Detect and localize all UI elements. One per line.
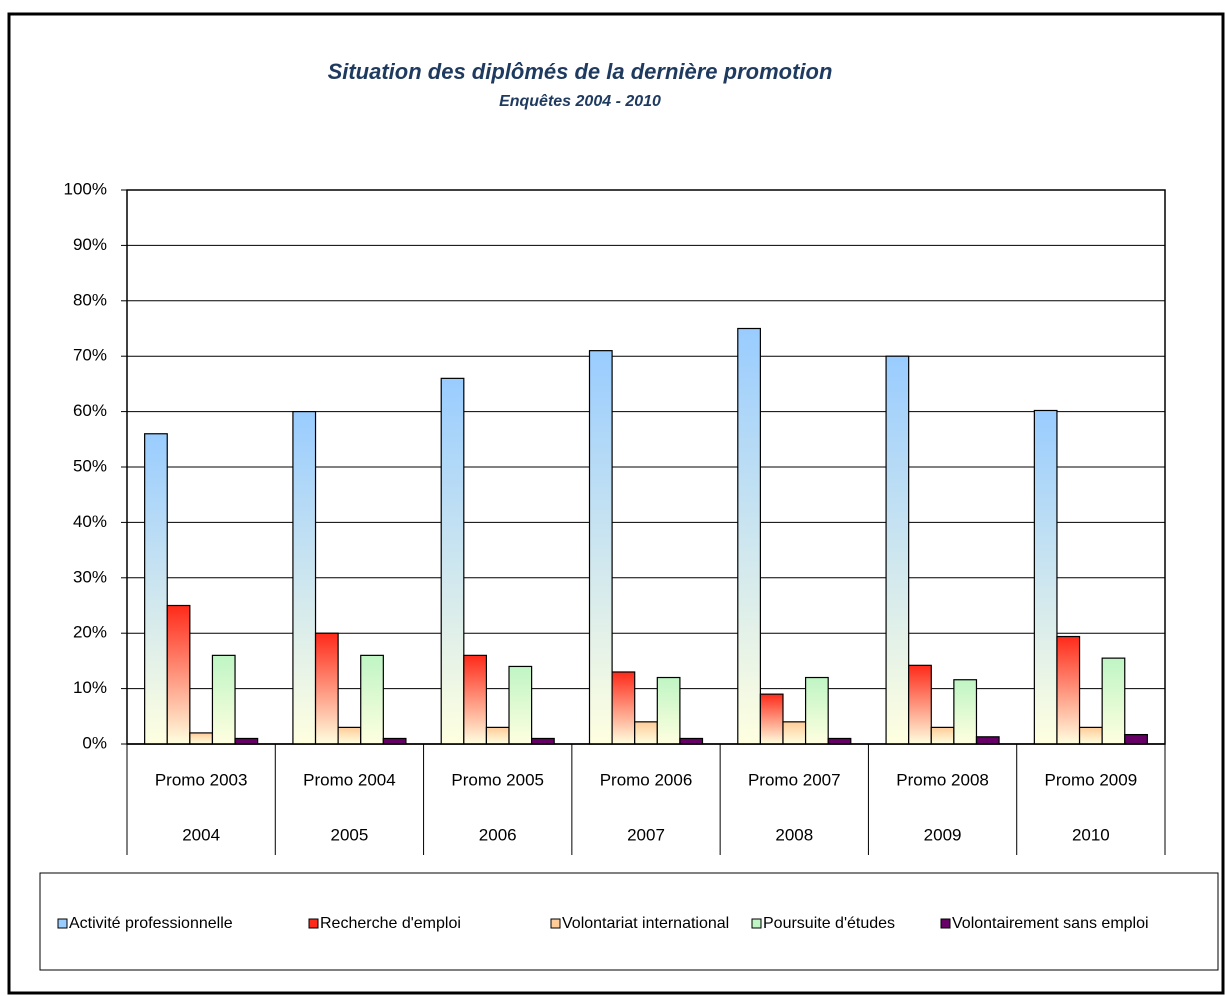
bar [440,377,465,745]
bar [634,721,658,745]
x-group-label: 2010 [1072,825,1110,844]
bar [1078,726,1103,745]
bar [166,604,191,745]
y-tick-label: 20% [73,623,107,642]
y-tick-label: 40% [73,512,107,531]
legend-swatch [550,918,561,929]
legend-swatch [940,918,951,929]
x-group-label: 2005 [331,825,369,844]
bar [1101,657,1126,745]
x-tick-label: Promo 2003 [155,770,248,789]
x-group-label: 2006 [479,825,517,844]
chart-subtitle: Enquêtes 2004 - 2010 [499,93,661,110]
bar [737,327,761,745]
bar [337,726,362,745]
legend-label: Volontariat international [562,915,729,932]
bar [314,632,339,745]
y-tick-label: 0% [82,733,107,752]
bar [292,411,317,745]
x-group-label: 2008 [775,825,813,844]
x-tick-label: Promo 2004 [303,770,396,789]
bar [656,676,681,745]
legend-label: Volontairement sans emploi [952,915,1149,932]
legend-label: Activité professionnelle [69,915,233,932]
bar [782,721,807,745]
bar [1124,733,1148,745]
bar [531,737,555,745]
legend-swatch [751,918,762,929]
x-group-label: 2004 [182,825,220,844]
legend-label: Poursuite d'études [763,915,895,932]
bar [234,737,259,745]
bar [144,433,168,745]
x-group-label: 2007 [627,825,665,844]
y-tick-label: 100% [64,179,107,198]
bar [1056,635,1081,745]
legend-swatch [308,918,319,929]
y-tick-label: 80% [73,290,107,309]
bar [463,654,488,745]
bar [908,664,932,745]
x-tick-label: Promo 2009 [1045,770,1138,789]
bar [804,676,829,745]
bar [1033,409,1058,745]
y-tick-label: 50% [73,456,107,475]
bar [679,737,704,745]
x-tick-label: Promo 2005 [451,770,544,789]
bar [360,654,384,745]
legend-label: Recherche d'emploi [320,915,461,932]
y-tick-label: 30% [73,567,107,586]
legend-box [39,872,1219,971]
x-tick-label: Promo 2007 [748,770,841,789]
bar [953,679,978,745]
bar [885,355,910,745]
x-tick-label: Promo 2006 [600,770,693,789]
bar [975,736,1000,745]
y-tick-label: 70% [73,346,107,365]
bar [382,737,407,745]
x-tick-label: Promo 2008 [896,770,989,789]
y-tick-label: 90% [73,235,107,254]
bar [759,693,784,745]
bar [189,732,214,745]
bar [827,737,852,745]
bar [611,671,636,745]
bar [485,726,510,745]
bar [930,726,955,745]
chart-title: Situation des diplômés de la dernière pr… [328,59,833,84]
chart-frame [7,12,1225,995]
x-group-label: 2009 [924,825,962,844]
y-tick-label: 60% [73,401,107,420]
bar [211,654,236,745]
legend-swatch [57,918,68,929]
y-tick-label: 10% [73,678,107,697]
bar [508,665,533,745]
bar [588,350,613,745]
